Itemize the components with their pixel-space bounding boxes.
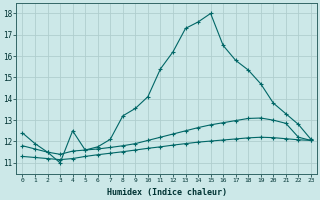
X-axis label: Humidex (Indice chaleur): Humidex (Indice chaleur) (107, 188, 227, 197)
